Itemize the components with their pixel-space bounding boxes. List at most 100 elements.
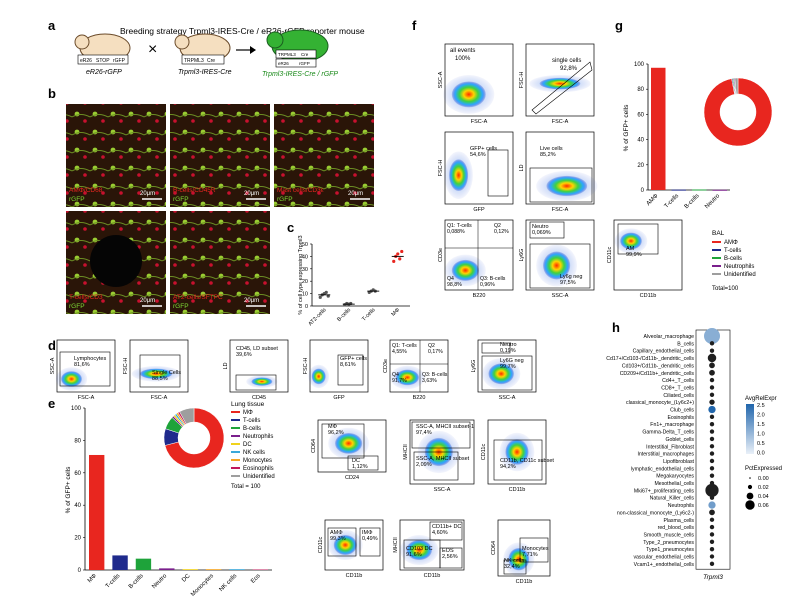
svg-text:eR26: eR26 <box>278 61 289 66</box>
micrograph-label: Mast cells/CD3ε <box>277 187 324 194</box>
micrograph-label: B-cells/CD45R <box>173 187 216 194</box>
breeding-title: Breeding strategy Trpml3-IRES-Cre / eR26… <box>120 26 365 36</box>
legend-total: Total=100 <box>712 286 739 292</box>
gate-label: Monocytes <box>522 546 549 552</box>
dot <box>709 369 715 376</box>
row-label: Type_2_pneumocytes <box>643 540 694 546</box>
svg-text:eR26: eR26 <box>80 58 92 64</box>
size-swatch <box>746 492 754 500</box>
flow-x-axis-label: CD11b <box>346 573 363 579</box>
color-scale-label: 0.5 <box>757 441 765 447</box>
gate-box <box>347 455 379 471</box>
flow-y-axis-label: LD <box>519 164 525 171</box>
y-axis-label: % of GFP+ cells <box>623 104 630 152</box>
size-label: 0.00 <box>758 476 769 482</box>
row-label: Smooth_muscle_cells <box>644 532 695 538</box>
color-scale-label: 2.0 <box>757 413 765 419</box>
x-tick-label: B-cells <box>128 573 145 590</box>
dot <box>709 517 715 522</box>
quadrant-value: 0,088% <box>447 229 465 235</box>
flow-y-axis-label: Ly6G <box>471 360 477 373</box>
legend-label: B-cells <box>724 256 742 262</box>
gate-label: Ly6g neg <box>560 274 582 280</box>
x-tick-label: Neutro <box>704 193 721 210</box>
row-label: Natural_Killer_cells <box>650 496 695 502</box>
gate-value: 97,5% <box>560 280 576 286</box>
gate-label: CD103 DC <box>406 546 433 552</box>
row-label: non-classical_monocyte_(Ly6c2-) <box>617 510 694 516</box>
row-label: Mki67+_proliferating_cells <box>634 488 695 494</box>
y-tick-label: 40 <box>74 503 81 509</box>
row-label: CD8+_T_cells <box>661 385 694 391</box>
row-label: CD209+/Cd11b+_dendritic_cells <box>620 371 695 377</box>
color-scale-label: 1.0 <box>757 432 765 438</box>
gate-label: CD11b, CD11c subset <box>500 458 554 464</box>
svg-text:STOP: STOP <box>96 58 110 64</box>
x-tick-label: Eos <box>250 573 262 585</box>
quadrant-value: 0,96% <box>480 282 495 288</box>
row-label: Megakaryocytes <box>656 474 694 480</box>
microscopy-grid: AMΦ/CD68 rGFP 20μm B-cells/CD45R rGFP 20μm Mas… <box>66 104 374 314</box>
y-tick-label: 100 <box>634 62 645 68</box>
dot <box>709 436 715 442</box>
gate-box <box>359 527 381 557</box>
scale-label: 20μm <box>244 191 259 197</box>
y-tick-label: 60 <box>74 471 81 477</box>
micrograph-sublabel: rGFP <box>69 196 85 203</box>
quadrant-value: 0,17% <box>428 349 443 355</box>
flow-density <box>508 548 530 571</box>
micrograph-sublabel: rGFP <box>173 303 189 310</box>
legend-label: Neutrophils <box>724 264 754 270</box>
row-label: Gamma-Delta_T_cells <box>642 430 694 436</box>
data-point <box>324 290 328 294</box>
scale-label: 20μm <box>140 191 155 197</box>
x-tick-label: NK cells <box>219 573 239 593</box>
flow-y-axis-label: Ly6G <box>519 249 525 262</box>
dot <box>709 429 715 434</box>
dot <box>709 451 715 456</box>
gate-value: 85,2% <box>540 152 556 158</box>
gate-value: 2,09% <box>416 462 432 468</box>
donut-slice <box>179 407 195 425</box>
row-label: Cd4+_T_cells <box>662 378 694 384</box>
y-axis-label: % of cell type expressing Trpml3 <box>298 235 304 314</box>
legend-label: B-cells <box>243 426 261 432</box>
gate-value: 100% <box>455 56 471 62</box>
row-label: Cd17+/Cd103-/Cd11b-_dendritic_cells <box>606 356 694 362</box>
flow-y-axis-label: SSC-A <box>50 357 56 374</box>
flow-x-axis-label: CD24 <box>345 475 359 481</box>
gate-label: SSC-A, MHCII subset-1 <box>416 424 474 430</box>
mouse-1: eR26 STOP rGFP eR26-rGFP <box>74 33 131 76</box>
legend-label: Monocytes <box>243 458 272 464</box>
flow-x-axis-label: B220 <box>413 395 426 401</box>
flow-density <box>395 369 419 386</box>
color-scale-label: 0.0 <box>757 451 765 457</box>
scale-label: 20μm <box>244 298 259 304</box>
flow-density <box>406 540 433 560</box>
dot <box>709 495 715 500</box>
panel-label-a: a <box>48 18 56 33</box>
x-tick-label: MΦ <box>391 307 402 318</box>
flow-y-axis-label: CD64 <box>311 439 317 453</box>
gate-value: 99,9% <box>626 252 642 258</box>
scale-label: 20μm <box>348 191 363 197</box>
gate-label: AM <box>626 246 635 252</box>
row-label: red_blood_cells <box>658 525 695 531</box>
legend-label: AMΦ <box>724 240 738 246</box>
data-point <box>398 257 402 261</box>
dot <box>709 509 715 516</box>
row-label: Club_cells <box>670 408 694 414</box>
gate-value: 99,3% <box>330 536 346 542</box>
gate-box <box>617 223 659 255</box>
mouse-2: TRPML3 Cre Trpml3-IRES-Cre <box>174 33 232 76</box>
quadrant-label: Q3: B-cells <box>422 372 448 378</box>
gate-value: 91,6% <box>406 552 422 558</box>
bar <box>89 454 105 570</box>
dot <box>709 399 715 405</box>
flow-x-axis-label: SSC-A <box>434 487 451 493</box>
donut-slice <box>703 77 773 147</box>
flow-x-axis-label: FSC-A <box>471 119 488 125</box>
size-label: 0.02 <box>758 485 769 491</box>
row-label: Cd103+/Cd11b-_dendritic_cells <box>622 363 695 369</box>
flow-x-axis-label: CD11b <box>640 293 657 299</box>
